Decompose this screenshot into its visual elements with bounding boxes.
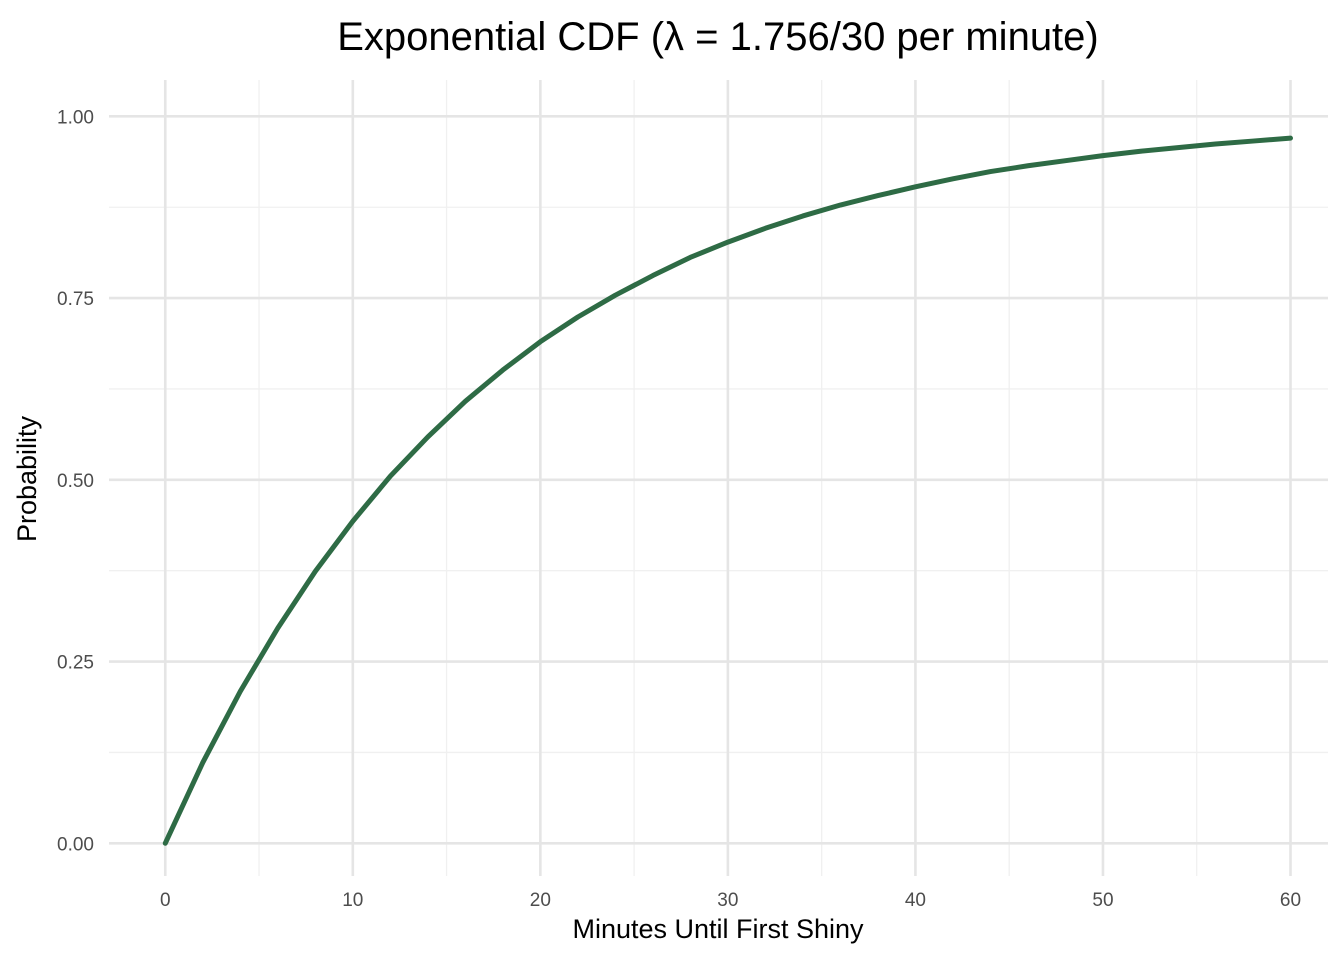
y-tick-label: 0.25 bbox=[57, 653, 94, 674]
x-tick-label: 20 bbox=[530, 890, 551, 911]
y-tick-label: 1.00 bbox=[57, 107, 94, 128]
y-tick-label: 0.00 bbox=[57, 834, 94, 855]
x-tick-label: 0 bbox=[160, 890, 171, 911]
chart-title: Exponential CDF (λ = 1.756/30 per minute… bbox=[337, 15, 1099, 59]
y-tick-label: 0.50 bbox=[57, 471, 94, 492]
x-tick-label: 60 bbox=[1280, 890, 1301, 911]
cdf-line bbox=[162, 135, 1293, 846]
y-axis-label: Probability bbox=[12, 415, 42, 542]
x-tick-label: 10 bbox=[342, 890, 363, 911]
x-axis-label: Minutes Until First Shiny bbox=[572, 914, 864, 944]
x-axis-ticks: 0 10 20 30 40 50 60 bbox=[160, 890, 1301, 911]
y-tick-label: 0.75 bbox=[57, 289, 94, 310]
x-tick-label: 40 bbox=[905, 890, 926, 911]
grid bbox=[109, 80, 1328, 876]
series-layer bbox=[162, 135, 1293, 846]
x-tick-label: 50 bbox=[1092, 890, 1113, 911]
x-tick-label: 30 bbox=[717, 890, 738, 911]
y-axis-ticks: 0.00 0.25 0.50 0.75 1.00 bbox=[57, 107, 94, 855]
